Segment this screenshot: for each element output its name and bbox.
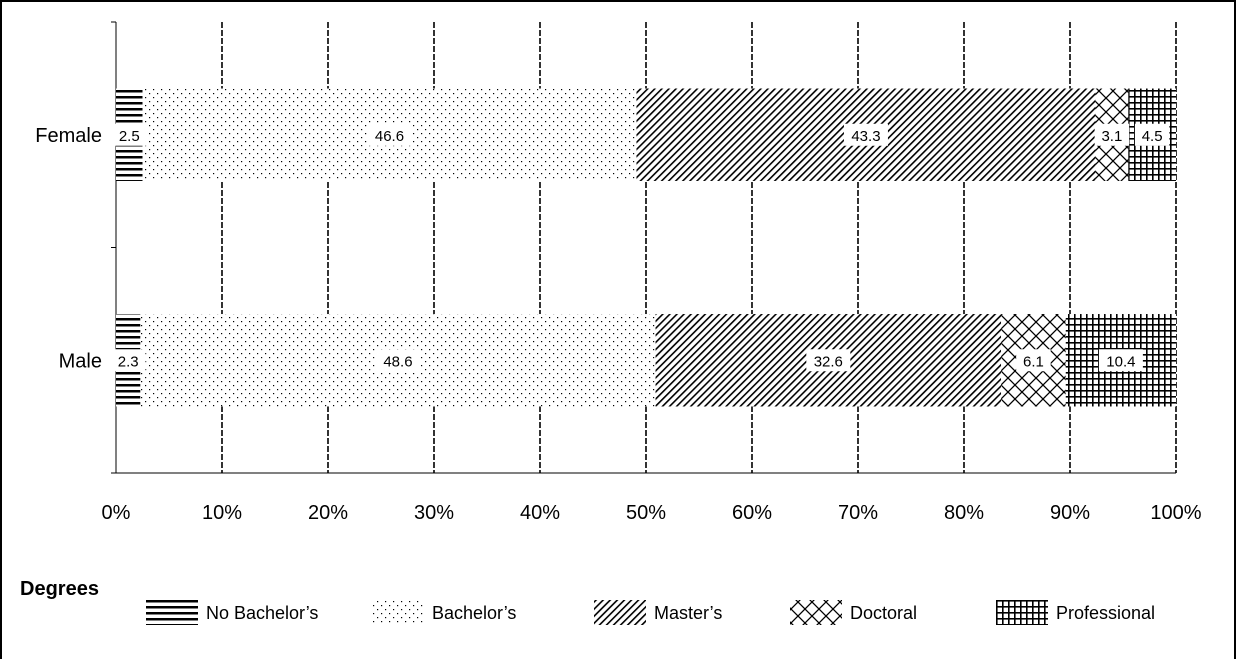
data-label-bg	[1016, 349, 1051, 372]
data-label: 2.5	[119, 128, 140, 145]
data-label: 4.5	[1142, 128, 1163, 145]
legend-label: Professional	[1056, 603, 1155, 623]
data-label: 46.6	[375, 128, 404, 145]
x-tick-label: 30%	[414, 502, 454, 524]
x-tick-label: 60%	[732, 502, 772, 524]
legend-swatch	[594, 600, 646, 625]
legend-swatch	[996, 600, 1048, 625]
legend-swatch	[790, 600, 842, 625]
data-label: 3.1	[1101, 128, 1122, 145]
x-tick-label: 40%	[520, 502, 560, 524]
y-category-label: Male	[59, 350, 102, 372]
data-label: 2.3	[118, 353, 139, 370]
data-label-bg	[367, 123, 412, 146]
data-label: 43.3	[851, 128, 880, 145]
tick-labels: 0% 10% 20% 30% 40% 50% 60% 70% 80% 90% 100% Female M…	[35, 125, 1201, 524]
data-label-bg	[375, 349, 420, 372]
legend-label: No Bachelor’s	[206, 603, 318, 623]
x-tick-label: 70%	[838, 502, 878, 524]
legend-title: Degrees	[20, 578, 99, 600]
x-tick-label: 0%	[102, 502, 131, 524]
data-label: 48.6	[383, 353, 412, 370]
y-category-label: Female	[35, 125, 102, 147]
x-tick-label: 10%	[202, 502, 242, 524]
data-label-bg	[843, 123, 888, 146]
data-label-bg	[1094, 123, 1130, 146]
data-label: 10.4	[1106, 353, 1135, 370]
legend-label: Bachelor’s	[432, 603, 516, 623]
data-label-bg	[110, 349, 146, 372]
legend-swatch	[372, 600, 424, 625]
legend-label: Master’s	[654, 603, 722, 623]
x-tick-label: 80%	[944, 502, 984, 524]
x-tick-label: 20%	[308, 502, 348, 524]
data-label-bg	[112, 123, 147, 146]
x-tick-label: 90%	[1050, 502, 1090, 524]
legend: No Bachelor’s Bachelor’s Master’s Doctoral P…	[146, 600, 1155, 625]
data-label-bg	[1134, 123, 1170, 146]
data-label-bg	[1098, 349, 1143, 372]
data-labels: 2.5 46.6 43.3 3.1 4.5 2.3 48.6 32.6 6.1 10.4	[110, 123, 1170, 372]
data-label: 6.1	[1023, 353, 1044, 370]
legend-swatch	[146, 600, 198, 625]
data-label-bg	[806, 349, 851, 372]
x-tick-label: 50%	[626, 502, 666, 524]
legend-label: Doctoral	[850, 603, 917, 623]
data-label: 32.6	[814, 353, 843, 370]
x-tick-label: 100%	[1150, 502, 1201, 524]
